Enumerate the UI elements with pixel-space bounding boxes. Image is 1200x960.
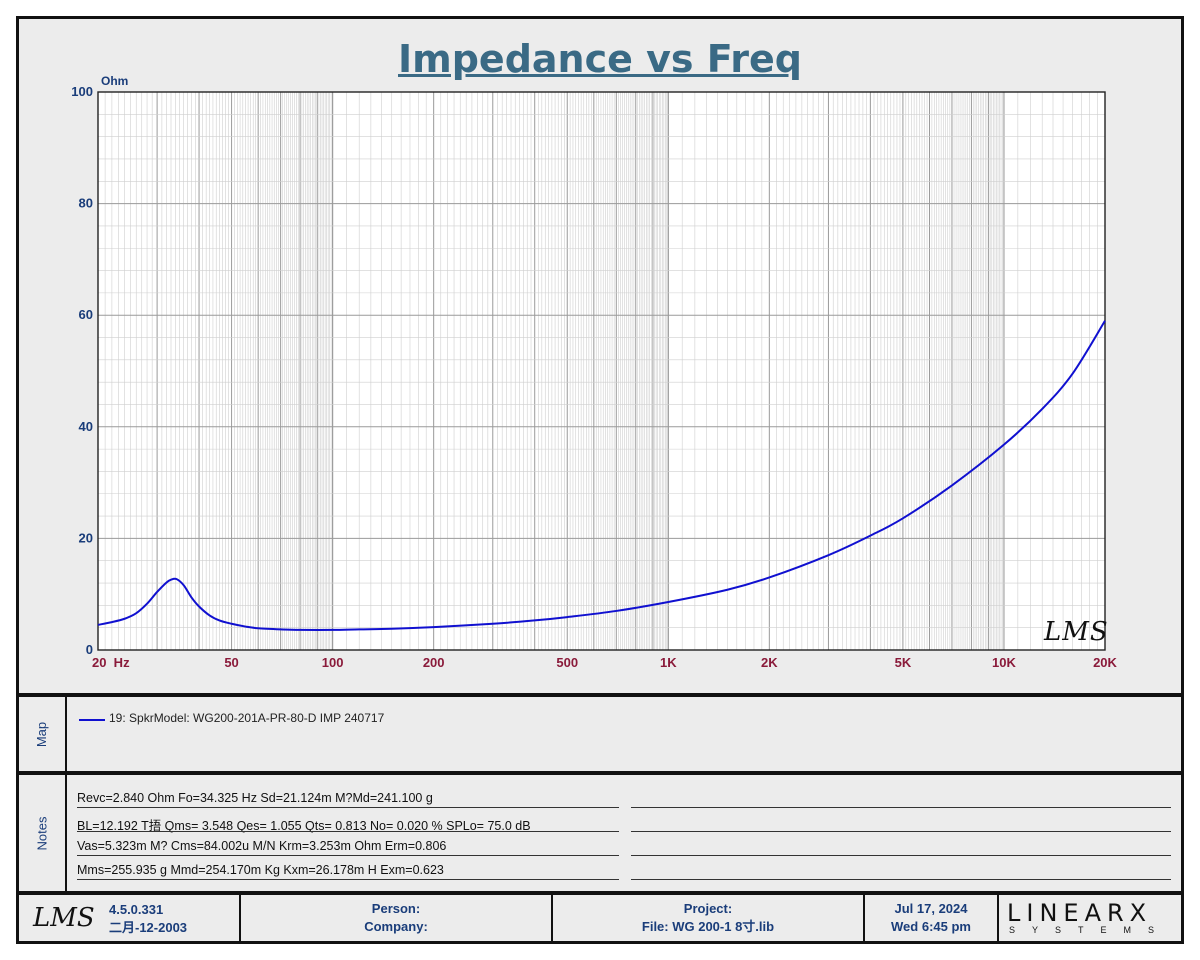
y-tick-label: 40 [79,419,93,434]
note-row: Mms=255.935 g Mmd=254.170m Kg Kxm=26.178… [77,863,444,877]
map-label: Map [19,697,67,771]
footer-person-cell: Person: Company: [241,895,553,941]
chart-grid [97,91,1106,651]
x-tick-label: 50 [224,655,238,670]
plot-border [97,91,1106,651]
x-tick-label: 100 [322,655,344,670]
brand-bottom: SYSTEMS [1009,925,1172,935]
y-tick-label: 0 [86,642,93,657]
y-tick-label: 100 [71,84,93,99]
brand-top: LINEARX [1007,899,1153,927]
company-label: Company: [364,919,428,934]
note-row: Revc=2.840 Ohm Fo=34.325 Hz Sd=21.124m M… [77,791,433,805]
x-tick-label: 2K [761,655,778,670]
note-underline [77,855,619,856]
y-tick-label: 80 [79,196,93,211]
impedance-chart: 0 20 40 60 80 100 20 Hz 50 100 200 500 1K 2K 5K 10K 20K… [71,74,1117,670]
app-frame: 0 20 40 60 80 100 20 Hz 50 100 200 500 1K 2K 5K 10K 20K… [16,16,1184,944]
footer: LMS 4.5.0.331 二月-12-2003 Person: Company… [19,895,1181,941]
note-underline [77,807,619,808]
footer-logo: LMS [33,903,95,933]
footer-project-cell: Project: File: WG 200-1 8寸.lib [553,895,865,941]
legend-swatch [79,719,105,721]
version-number: 4.5.0.331 [109,902,164,917]
plot-area [98,92,1105,650]
x-tick-label: 500 [556,655,578,670]
linearx-logo: LINEARX SYSTEMS [999,895,1181,941]
footer-time: Wed 6:45 pm [891,919,971,934]
x-tick-label: 20 Hz [92,655,130,670]
chart-title: Impedance vs Freq [398,37,802,81]
note-row: BL=12.192 T捂 Qms= 3.548 Qes= 1.055 Qts= … [77,819,531,833]
footer-date-cell: Jul 17, 2024 Wed 6:45 pm [865,895,999,941]
chart-ticks: 0 20 40 60 80 100 20 Hz 50 100 200 500 1K 2K 5K 10K 20K [71,84,1117,670]
note-underline [631,831,1171,832]
x-tick-label: 5K [895,655,912,670]
note-underline [631,855,1171,856]
note-underline [77,831,619,832]
chart-series [97,320,1106,631]
note-underline [631,879,1171,880]
project-label: Project: [683,901,733,916]
note-underline [631,807,1171,808]
y-tick-label: 20 [79,530,93,545]
y-axis-label: Ohm [101,74,128,88]
series-line [97,320,1106,631]
divider [19,891,1181,895]
map-label-text: Map [34,721,50,747]
notes-panel: Notes Revc=2.840 Ohm Fo=34.325 Hz Sd=21.… [19,775,1181,891]
x-tick-label: 10K [992,655,1016,670]
version-date: 二月-12-2003 [109,920,188,935]
file-label: File: WG 200-1 8寸.lib [641,919,775,934]
person-label: Person: [371,901,421,916]
notes-label-text: Notes [34,816,50,850]
x-tick-label: 200 [423,655,445,670]
footer-date: Jul 17, 2024 [894,901,968,916]
map-panel: Map 19: SpkrModel: WG200-201A-PR-80-D IM… [19,697,1181,771]
legend-entry: 19: SpkrModel: WG200-201A-PR-80-D IMP 24… [109,711,385,725]
x-tick-label: 20K [1093,655,1117,670]
notes-label: Notes [19,775,67,891]
divider [19,771,1181,775]
note-row: Vas=5.323m M? Cms=84.002u M/N Krm=3.253m… [77,839,447,853]
lms-watermark: LMS [1043,617,1109,647]
footer-version-cell: LMS 4.5.0.331 二月-12-2003 [19,895,241,941]
x-tick-label: 1K [660,655,677,670]
divider [19,693,1181,697]
note-underline [77,879,619,880]
y-tick-label: 60 [79,307,93,322]
